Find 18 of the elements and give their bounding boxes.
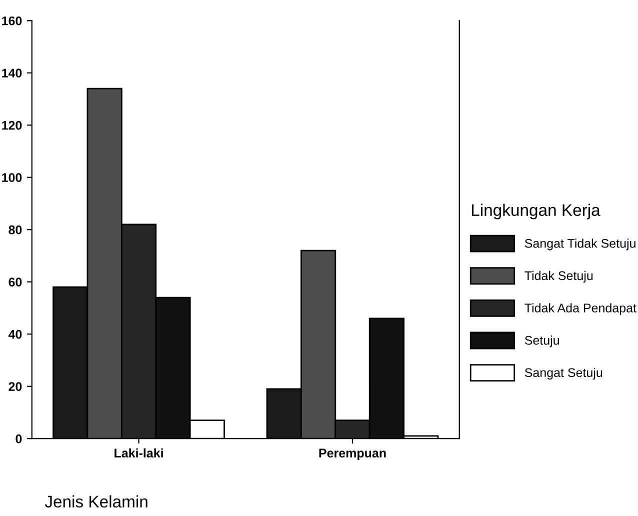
legend-title: Lingkungan Kerja (472, 204, 600, 220)
legend-label: Sangat Setuju (524, 368, 602, 380)
legend-label: Setuju (524, 336, 559, 348)
y-tick-label: 140 (2, 68, 22, 78)
legend-label: Tidak Ada Pendapat (524, 303, 636, 315)
x-tick-label: Laki-laki (114, 448, 163, 458)
legend-label: Tidak Setuju (524, 270, 593, 283)
y-tick-label: 0 (16, 434, 22, 444)
y-tick-label: 40 (8, 330, 22, 339)
x-axis-title: Jenis Kelamin (44, 495, 148, 508)
y-tick-label: 100 (2, 173, 22, 182)
y-tick-label: 160 (2, 16, 22, 26)
y-tick-label: 20 (8, 382, 22, 392)
y-tick-label: 60 (8, 278, 22, 287)
y-tick-label: 120 (2, 120, 22, 130)
y-tick-label: 80 (8, 225, 22, 234)
legend-label: Sangat Tidak Setuju (524, 238, 636, 250)
x-tick-label: Perempuan (319, 448, 386, 460)
